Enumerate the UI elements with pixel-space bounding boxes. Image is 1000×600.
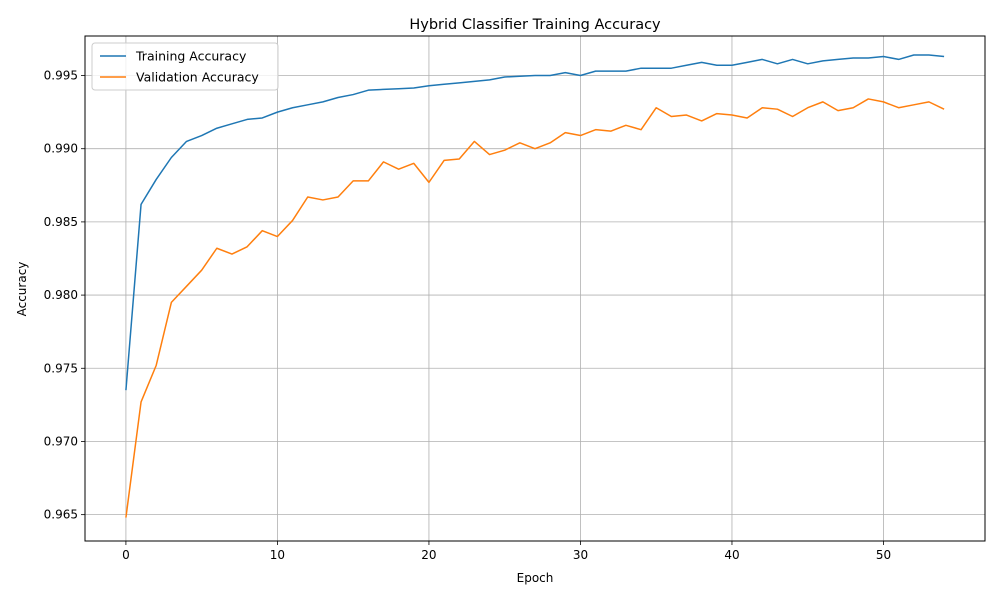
x-tick-label: 10: [270, 548, 285, 562]
y-tick-label: 0.990: [44, 142, 78, 156]
chart-title: Hybrid Classifier Training Accuracy: [409, 17, 661, 33]
series-line-training-accuracy: [125, 54, 945, 391]
legend-box: [91, 42, 279, 91]
x-tick-label: 0: [122, 548, 130, 562]
series-line-validation-accuracy: [125, 98, 945, 518]
y-tick-label: 0.975: [44, 361, 78, 375]
y-tick-label: 0.985: [44, 215, 78, 229]
y-tick-label: 0.995: [44, 69, 78, 83]
plot-area-frame: [84, 35, 986, 542]
y-tick-label: 0.965: [44, 508, 78, 522]
x-axis-ticks: 0 10 20 30 40 50: [122, 541, 891, 562]
y-axis-label: Accuracy: [15, 262, 29, 317]
series-lines: [125, 54, 945, 518]
legend-label: Training Accuracy: [135, 49, 247, 64]
x-tick-label: 20: [421, 548, 436, 562]
y-tick-label: 0.970: [44, 434, 78, 448]
x-tick-label: 50: [876, 548, 891, 562]
legend: Training Accuracy Validation Accuracy: [91, 42, 279, 91]
legend-label: Validation Accuracy: [136, 70, 259, 85]
x-tick-label: 30: [573, 548, 588, 562]
grid-lines: [85, 36, 985, 541]
y-tick-label: 0.980: [44, 288, 78, 302]
y-axis-ticks: 0.965 0.970 0.975 0.980 0.985 0.990 0.995: [44, 69, 85, 522]
x-axis-label: Epoch: [517, 571, 554, 585]
x-tick-label: 40: [724, 548, 739, 562]
